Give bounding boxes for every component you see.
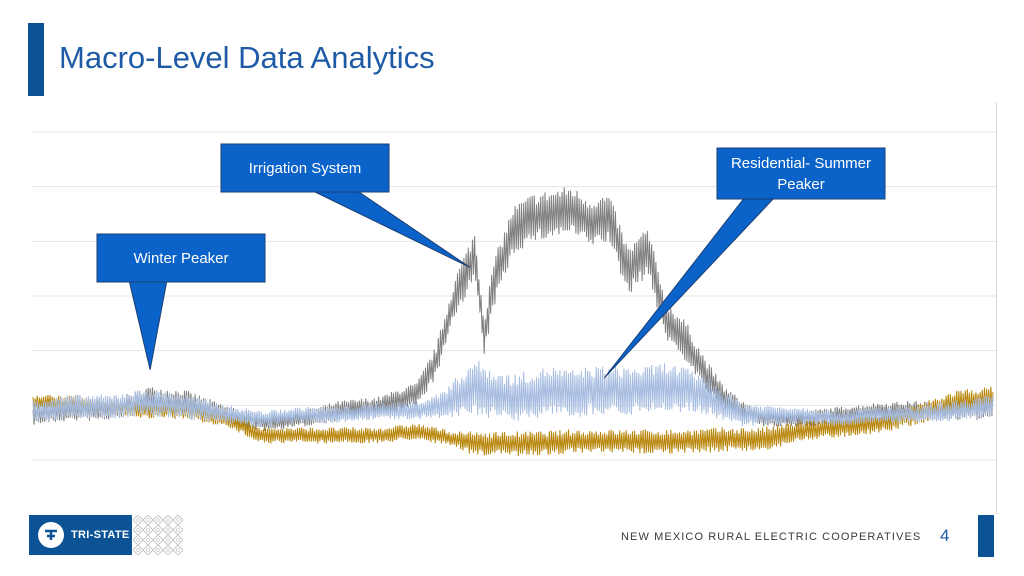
callout-box — [96, 233, 266, 283]
footer-accent-bar — [978, 515, 994, 557]
callout-pointer — [310, 189, 471, 268]
tri-state-logo: TRI-STATE — [29, 515, 132, 555]
title-accent-bar — [28, 23, 44, 96]
tri-state-logo-icon — [38, 522, 64, 548]
callout-1: Irrigation System — [220, 143, 471, 268]
page-number: 4 — [940, 526, 950, 545]
decorative-pattern — [133, 515, 183, 555]
callout-2: Residential- Summer Peaker — [603, 147, 886, 379]
chart-area: Irrigation System Residential- Summer Peak… — [31, 102, 997, 514]
callout-box — [220, 143, 390, 193]
load-profile-chart: Irrigation System Residential- Summer Peak… — [31, 131, 996, 461]
callout-3: Winter Peaker — [96, 233, 266, 370]
series-line-1 — [32, 187, 994, 432]
callout-label: Residential- Summer — [731, 155, 871, 172]
logo-text: TRI-STATE — [71, 529, 130, 541]
slide-title: Macro-Level Data Analytics — [59, 40, 435, 75]
callout-label: Irrigation System — [249, 160, 362, 177]
series-line-3 — [32, 360, 994, 427]
callout-label: Peaker — [777, 176, 825, 193]
footer-organization: NEW MEXICO RURAL ELECTRIC COOPERATIVES — [621, 531, 922, 543]
callout-label: Winter Peaker — [133, 250, 228, 267]
callout-pointer — [128, 279, 168, 370]
callout-box — [716, 147, 886, 200]
